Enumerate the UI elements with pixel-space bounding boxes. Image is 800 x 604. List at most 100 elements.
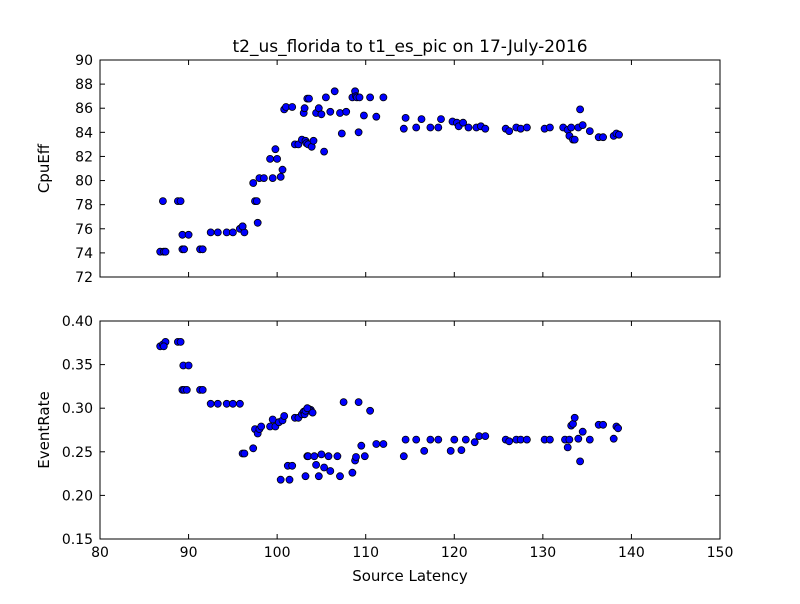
data-point <box>420 446 429 455</box>
data-point <box>372 440 381 448</box>
data-point <box>336 109 344 117</box>
data-point <box>176 337 185 346</box>
data-point <box>180 245 189 254</box>
data-point <box>228 399 237 408</box>
y-tick-label: 0.35 <box>62 358 93 374</box>
x-tick-label: 80 <box>91 545 109 561</box>
data-point <box>585 127 594 136</box>
data-point <box>366 406 375 415</box>
data-point <box>213 399 222 408</box>
data-point <box>570 135 579 144</box>
data-point <box>352 453 360 461</box>
data-point <box>330 87 339 96</box>
data-point <box>523 123 531 132</box>
data-point <box>614 424 622 433</box>
y-tick-label: 72 <box>75 270 93 286</box>
data-point <box>326 107 335 116</box>
data-point <box>336 472 344 481</box>
y-tick-label: 84 <box>75 125 93 141</box>
data-point <box>320 463 329 472</box>
data-point <box>206 228 215 237</box>
data-point <box>599 420 607 429</box>
data-point <box>337 129 346 138</box>
data-point <box>314 472 323 481</box>
data-point <box>366 93 375 102</box>
y-axis-label: EventRate <box>35 391 53 468</box>
x-tick-label: 150 <box>707 545 734 561</box>
data-point <box>457 446 466 455</box>
data-point <box>253 218 262 227</box>
data-point <box>546 435 554 444</box>
y-axis-label: CpuEff <box>35 143 53 193</box>
data-point <box>379 93 388 102</box>
data-point <box>259 174 268 183</box>
x-axis-label: Source Latency <box>352 567 468 585</box>
data-point <box>585 435 594 444</box>
data-point <box>301 472 310 481</box>
eventrate-subplot: 80 90 100 110 120 130 140 150 0.15 0.20 0.25 0.30 0.… <box>35 314 733 585</box>
data-point <box>354 398 363 407</box>
data-point <box>459 118 468 127</box>
x-tick-label: 110 <box>352 545 379 561</box>
data-point <box>355 93 364 102</box>
data-point <box>268 174 277 183</box>
data-point <box>348 468 357 477</box>
data-point <box>280 412 289 420</box>
data-point <box>461 435 470 444</box>
x-tick-label: 140 <box>618 545 645 561</box>
data-point <box>271 145 280 154</box>
data-point <box>464 123 473 132</box>
data-point <box>317 450 326 459</box>
data-point <box>276 172 285 181</box>
y-tick-label: 0.20 <box>62 488 93 504</box>
data-point <box>252 197 261 206</box>
data-point <box>360 452 369 461</box>
data-point <box>176 197 185 206</box>
data-point <box>308 408 317 417</box>
data-point <box>278 165 287 174</box>
data-point <box>609 434 618 443</box>
data-point <box>576 457 584 466</box>
axes-frame <box>99 320 721 540</box>
data-point <box>505 127 514 136</box>
data-point <box>417 115 426 123</box>
data-point <box>182 385 191 394</box>
y-tick-label: 80 <box>75 174 93 190</box>
data-point <box>184 230 193 239</box>
data-point <box>320 147 329 156</box>
data-point <box>565 435 574 444</box>
data-point <box>213 228 222 237</box>
data-point <box>276 475 285 484</box>
x-tick-label: 130 <box>529 545 556 561</box>
data-point <box>310 452 319 461</box>
data-point <box>238 222 247 231</box>
data-point <box>228 228 237 237</box>
data-point <box>357 441 366 450</box>
y-tick-label: 76 <box>75 222 93 238</box>
data-point <box>516 124 525 133</box>
data-point <box>401 435 410 444</box>
data-point <box>198 385 207 394</box>
data-point <box>401 114 410 122</box>
chart-title: t2_us_florida to t1_es_pic on 17-July-20… <box>232 37 587 57</box>
y-tick-label: 0.40 <box>62 314 93 330</box>
data-point <box>303 404 312 413</box>
data-point <box>321 93 330 102</box>
data-point <box>300 104 309 113</box>
data-point <box>342 107 351 116</box>
data-point <box>574 434 583 443</box>
data-point <box>285 475 294 484</box>
data-point <box>257 422 266 431</box>
y-tick-label: 82 <box>75 149 93 165</box>
data-point <box>615 130 623 139</box>
data-point <box>450 435 459 444</box>
data-point <box>578 427 587 436</box>
data-point <box>481 124 490 133</box>
x-tick-label: 100 <box>264 545 291 561</box>
data-point <box>523 435 531 444</box>
data-point <box>198 245 207 254</box>
y-tick-label: 0.25 <box>62 445 93 461</box>
y-tick-label: 86 <box>75 101 93 117</box>
data-point <box>412 123 421 132</box>
